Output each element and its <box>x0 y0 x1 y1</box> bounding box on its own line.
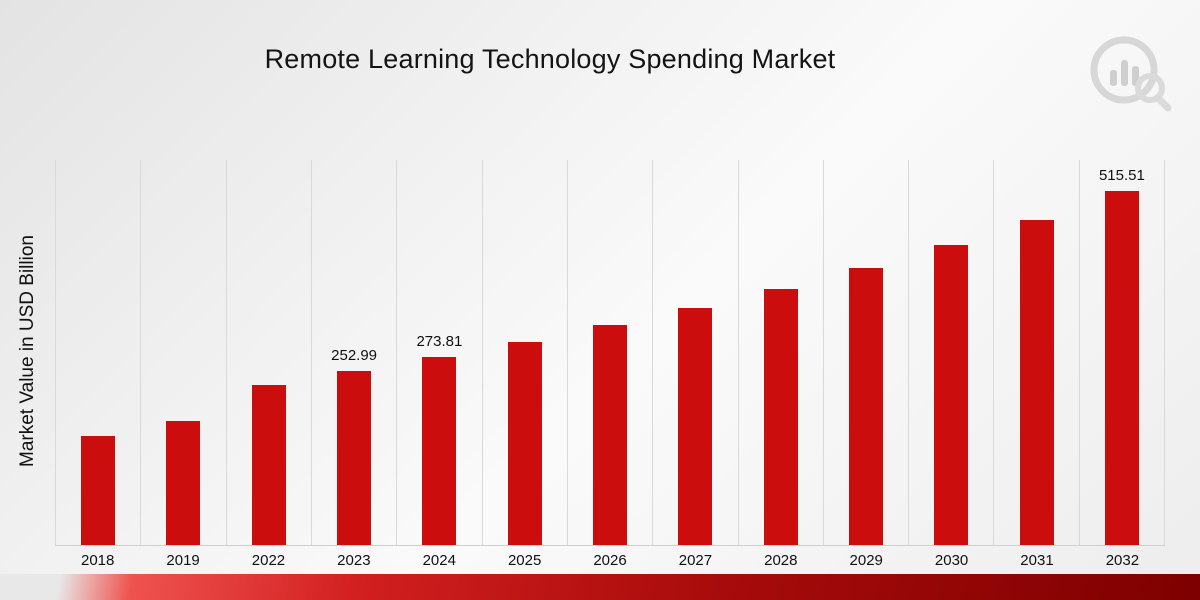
x-tick-label-2026: 2026 <box>593 552 627 569</box>
bar-2027 <box>678 308 713 545</box>
x-tick-label-2018: 2018 <box>81 552 115 569</box>
y-axis-title: Market Value in USD Billion <box>17 235 38 467</box>
bar-2029 <box>848 268 883 545</box>
bar-2023 <box>337 371 372 545</box>
bar-2026 <box>593 325 628 545</box>
plot-area: 252.99 273.81 515.51 <box>55 160 1166 546</box>
chart-column-2018 <box>55 160 140 545</box>
x-tick-label-2029: 2029 <box>849 552 883 569</box>
plot-wrap: 252.99 273.81 515.51 2018 2019 2022 2023 2024 2… <box>55 160 1166 572</box>
x-tick-label-2023: 2023 <box>337 552 371 569</box>
chart-column-2029 <box>822 160 908 545</box>
value-label-2023: 252.99 <box>331 347 378 364</box>
x-tick-label-2030: 2030 <box>934 552 969 569</box>
bar-2022 <box>251 385 286 545</box>
chart-column-2031 <box>993 160 1078 545</box>
chart-column-2030 <box>908 160 993 545</box>
chart-column-2019 <box>140 160 225 545</box>
bar-2018 <box>81 436 116 545</box>
bar-2025 <box>507 342 542 545</box>
chart-column-2024: 273.81 <box>396 160 481 545</box>
x-tick-label-2025: 2025 <box>507 552 542 569</box>
chart-column-2025 <box>481 160 567 545</box>
chart-column-2022 <box>225 160 311 545</box>
value-label-2032: 515.51 <box>1098 167 1145 184</box>
bar-2030 <box>934 245 969 545</box>
value-label-2024: 273.81 <box>416 333 463 350</box>
chart-column-2028 <box>737 160 823 545</box>
bar-2032 <box>1104 191 1139 545</box>
chart-column-2032: 515.51 <box>1078 160 1166 545</box>
chart-column-2027 <box>652 160 737 545</box>
x-axis-labels: 2018 2019 2022 2023 2024 2025 2026 2027 2028 2029… <box>55 552 1165 578</box>
x-tick-label-2032: 2032 <box>1105 552 1140 569</box>
page-title: Remote Learning Technology Spending Mark… <box>264 44 836 74</box>
x-tick-label-2024: 2024 <box>422 552 456 569</box>
bar-2019 <box>166 421 201 545</box>
x-tick-label-2022: 2022 <box>251 552 286 569</box>
x-tick-label-2027: 2027 <box>678 552 713 569</box>
bar-2024 <box>422 357 457 545</box>
chart-column-2023: 252.99 <box>310 160 396 545</box>
x-tick-label-2031: 2031 <box>1020 552 1054 569</box>
bar-2028 <box>763 289 798 545</box>
bar-chart-magnifier-logo <box>1090 36 1172 112</box>
x-tick-label-2019: 2019 <box>166 552 200 569</box>
x-tick-label-2028: 2028 <box>764 552 798 569</box>
bottom-accent-strip <box>0 574 1200 600</box>
bar-2031 <box>1019 220 1054 545</box>
chart-column-2026 <box>566 160 652 545</box>
